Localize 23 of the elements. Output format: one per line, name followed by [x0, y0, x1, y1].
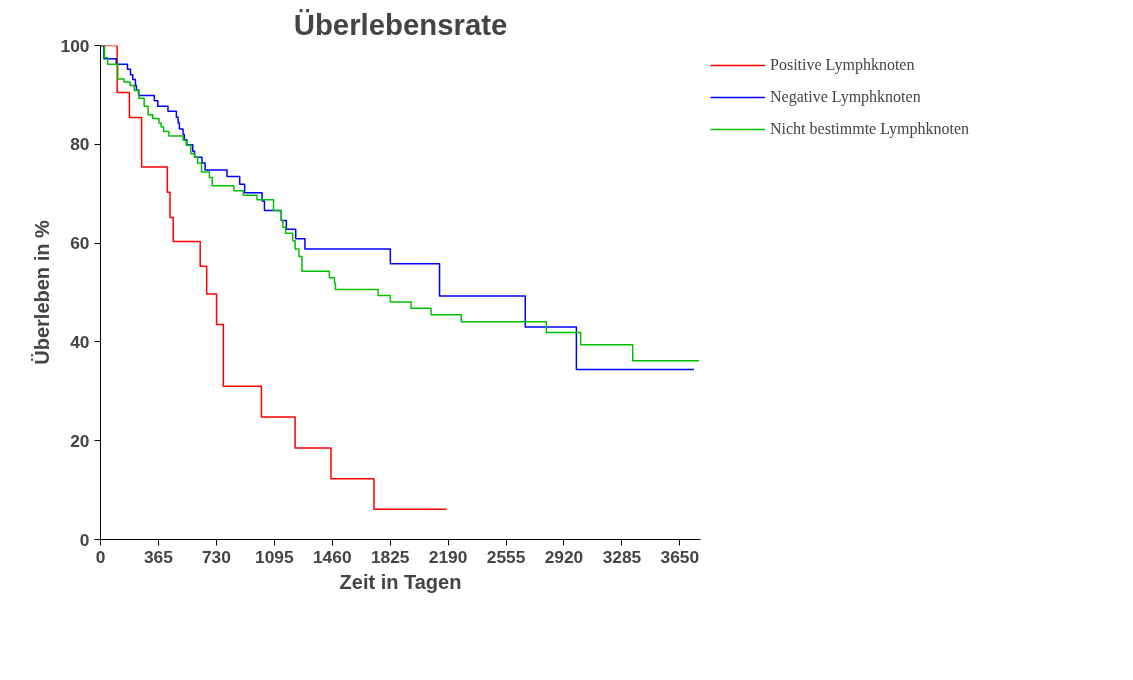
y-tick-label: 100 [60, 35, 90, 56]
x-axis-title: Zeit in Tagen [339, 570, 462, 593]
x-tick-label: 2555 [486, 546, 526, 567]
legend-label: Nicht bestimmte Lymphknoten [770, 120, 970, 138]
x-tick-label: 1095 [255, 546, 294, 567]
legend-label: Positive Lymphknoten [770, 56, 915, 74]
y-axis-title: Überleben in % [30, 220, 53, 365]
x-tick-label: 3650 [660, 546, 700, 567]
x-tick-label: 365 [143, 546, 174, 567]
x-tick-label: 2920 [544, 546, 584, 567]
x-tick-label: 2190 [428, 546, 468, 567]
y-tick-label: 60 [70, 233, 90, 254]
legend-label: Negative Lymphknoten [770, 88, 921, 106]
x-tick-label: 1460 [312, 546, 352, 567]
x-tick-label: 1825 [370, 546, 410, 567]
y-tick-label: 40 [70, 331, 90, 352]
y-tick-label: 20 [70, 430, 90, 451]
x-tick-label: 730 [201, 546, 231, 567]
chart-title: Überlebensrate [293, 7, 508, 41]
x-tick-label: 3285 [602, 546, 642, 567]
y-tick-label: 0 [79, 529, 90, 550]
y-tick-label: 80 [70, 134, 90, 155]
x-tick-label: 0 [95, 546, 106, 567]
